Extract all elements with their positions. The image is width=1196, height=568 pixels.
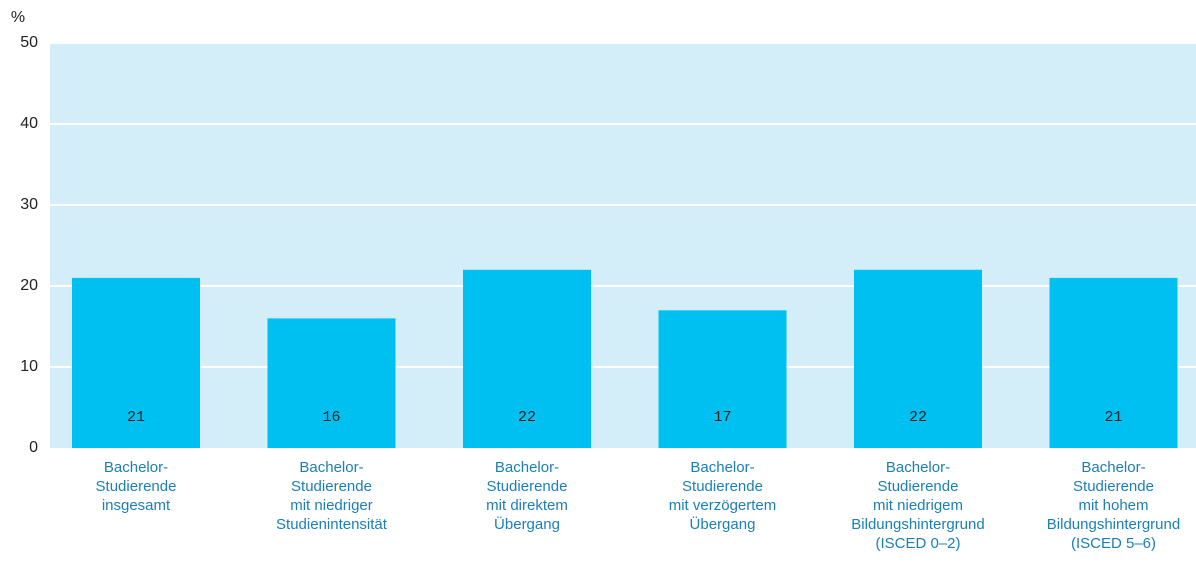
x-tick-label: Studierende [878, 478, 959, 495]
data-label: 22 [909, 409, 927, 426]
x-tick-label: Studierende [1073, 478, 1154, 495]
x-tick-label: Studierende [96, 478, 177, 495]
y-tick-label: 0 [29, 439, 38, 456]
y-axis-label: % [11, 9, 25, 26]
bar [1049, 277, 1178, 448]
data-label: 21 [1104, 409, 1122, 426]
data-label: 17 [713, 409, 731, 426]
x-tick-label: Studienintensität [276, 516, 388, 533]
x-tick-label: Studierende [682, 478, 763, 495]
x-tick-label: Studierende [487, 478, 568, 495]
x-tick-label: Übergang [690, 515, 756, 533]
y-tick-label: 40 [20, 115, 38, 132]
x-tick-label: insgesamt [102, 497, 171, 514]
x-tick-label: Übergang [494, 515, 560, 533]
data-label: 22 [518, 409, 536, 426]
x-tick-label: Bachelor- [1081, 459, 1145, 476]
x-tick-label: Bachelor- [299, 459, 363, 476]
x-tick-label: Bildungshintergrund [1047, 516, 1180, 533]
y-tick-label: 50 [20, 34, 38, 51]
x-tick-label: (ISCED 0–2) [875, 535, 960, 552]
bar [267, 318, 396, 448]
bar [463, 269, 591, 448]
y-tick-label: 30 [20, 196, 38, 213]
plot-background [50, 43, 1196, 448]
data-label: 21 [127, 409, 145, 426]
x-tick-label: Studierende [291, 478, 372, 495]
y-tick-label: 20 [20, 277, 38, 294]
data-label: 16 [322, 409, 340, 426]
bar [854, 269, 982, 448]
bar [72, 277, 200, 448]
x-tick-label: Bachelor- [886, 459, 950, 476]
x-tick-label: mit niedrigem [873, 497, 963, 514]
x-tick-label: Bachelor- [690, 459, 754, 476]
x-tick-label: (ISCED 5–6) [1071, 535, 1156, 552]
y-tick-label: 10 [20, 358, 38, 375]
x-tick-label: mit niedriger [290, 497, 373, 514]
x-tick-label: Bachelor- [104, 459, 168, 476]
x-tick-label: Bildungshintergrund [851, 516, 984, 533]
x-tick-label: mit direktem [486, 497, 568, 514]
x-tick-label: mit verzögertem [669, 497, 777, 514]
x-tick-label: mit hohem [1078, 497, 1148, 514]
bar [658, 310, 787, 448]
x-tick-label: Bachelor- [495, 459, 559, 476]
